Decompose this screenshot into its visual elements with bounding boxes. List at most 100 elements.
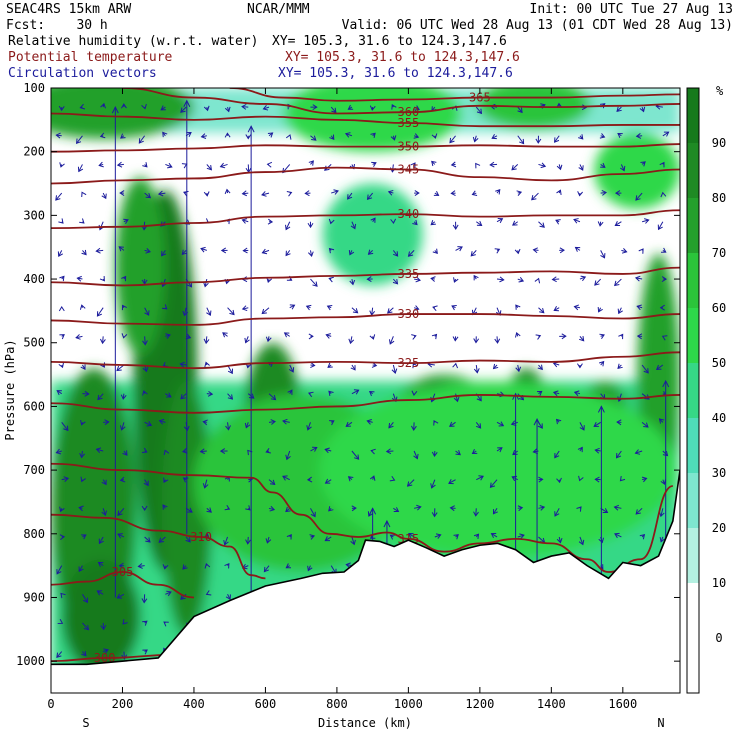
vector-arrow — [99, 336, 106, 345]
vector-arrow — [559, 247, 565, 254]
theta-contour-350 — [51, 143, 680, 153]
theta-contour-340 — [51, 209, 680, 230]
vector-arrow — [450, 190, 456, 197]
vector-arrow — [123, 218, 129, 225]
vector-arrow — [538, 505, 546, 511]
vector-arrow — [432, 248, 438, 255]
vector-arrow — [324, 536, 332, 542]
vector-arrow — [98, 161, 104, 168]
vector-arrow — [366, 276, 373, 283]
y-tick-label: 600 — [23, 399, 45, 413]
vector-arrow — [57, 250, 64, 258]
vector-arrow — [326, 304, 333, 311]
vector-arrow — [122, 450, 128, 456]
vector-arrow — [413, 105, 420, 111]
vector-arrow — [351, 307, 359, 314]
vector-arrow — [658, 418, 665, 424]
vector-arrow — [324, 478, 332, 484]
vector-arrow — [534, 277, 541, 284]
vector-arrow — [265, 336, 272, 343]
vector-arrow — [82, 622, 90, 631]
vector-arrow — [282, 475, 290, 481]
vector-arrow — [600, 162, 606, 168]
vector-arrow — [512, 220, 519, 226]
vector-arrow — [385, 448, 394, 455]
vector-arrow — [143, 479, 149, 487]
vector-arrow — [263, 565, 270, 573]
vector-arrow — [95, 447, 104, 454]
vector-arrow — [573, 218, 581, 224]
vector-arrow — [330, 106, 337, 114]
colorbar-swatch — [687, 88, 699, 143]
vector-arrow — [144, 248, 151, 254]
vector-arrow — [406, 479, 415, 487]
vector-arrow — [476, 220, 483, 226]
vector-arrow — [206, 390, 214, 397]
vector-arrow — [121, 275, 127, 282]
vector-arrow — [118, 562, 124, 569]
vector-arrow — [452, 362, 459, 369]
model-title: SEAC4RS 15km ARW — [6, 2, 131, 17]
vector-arrow — [455, 246, 463, 252]
vector-arrow — [79, 218, 85, 224]
vector-arrow — [82, 390, 90, 397]
vector-arrow — [55, 448, 62, 455]
colorbar-swatch — [687, 143, 699, 198]
rh-blob — [51, 88, 194, 139]
vector-arrow — [659, 536, 666, 543]
rh-blob — [594, 132, 680, 209]
vector-arrow — [308, 391, 314, 398]
vector-arrow — [285, 134, 292, 140]
colorbar-tick-label: 80 — [712, 191, 726, 205]
vector-arrow — [262, 104, 270, 111]
vector-arrow — [77, 164, 84, 173]
vector-arrow — [163, 449, 170, 456]
axes: 0 200 400 600 800 1000 1200 1400 1600 100 200 300 40… — [16, 81, 680, 711]
vector-arrow — [244, 336, 250, 344]
theta-contour-365 — [229, 88, 680, 102]
vector-arrow — [473, 274, 479, 281]
theta-contour-310 — [51, 513, 266, 580]
vector-arrow — [165, 590, 172, 597]
vector-arrow — [634, 449, 643, 455]
left-end-label: S — [82, 716, 89, 730]
vector-arrow — [351, 505, 357, 512]
vector-arrow — [158, 418, 166, 425]
vector-arrow — [473, 336, 480, 344]
vector-arrow — [268, 393, 277, 401]
colorbar-swatch — [687, 528, 699, 583]
vector-arrow — [392, 250, 399, 257]
vector-arrow — [121, 333, 128, 339]
vector-arrow — [286, 534, 292, 540]
vector-arrow — [57, 618, 64, 625]
vector-arrow — [551, 276, 560, 283]
vector-arrow — [204, 563, 211, 569]
vector-arrow — [350, 364, 356, 371]
vector-arrow — [116, 161, 124, 168]
vector-arrow — [369, 105, 376, 111]
vector-arrow — [144, 421, 153, 427]
forecast-hour: Fcst: 30 h — [6, 18, 108, 33]
vector-arrow — [288, 364, 295, 373]
vector-arrow — [268, 505, 276, 512]
colorbar-tick-label: 20 — [712, 521, 726, 535]
vector-arrow — [96, 590, 104, 596]
rh-blob — [322, 183, 423, 286]
vector-arrow — [489, 161, 498, 168]
field-theta-xy: XY= 105.3, 31.6 to 124.3,147.6 — [285, 50, 520, 65]
vector-arrow — [119, 422, 126, 431]
vector-arrow — [535, 135, 542, 144]
vector-arrow — [306, 422, 312, 431]
colorbar-tick-label: 90 — [712, 136, 726, 150]
vector-arrow — [241, 218, 249, 224]
vector-arrow — [617, 307, 623, 315]
vector-arrow — [121, 103, 127, 109]
vector-arrow — [453, 534, 459, 540]
x-tick-label: 800 — [326, 697, 348, 711]
vector-arrow — [510, 420, 518, 426]
vector-arrow — [366, 192, 374, 201]
vector-arrow — [206, 307, 212, 317]
vector-arrow — [532, 247, 539, 254]
vector-arrow — [309, 534, 316, 540]
